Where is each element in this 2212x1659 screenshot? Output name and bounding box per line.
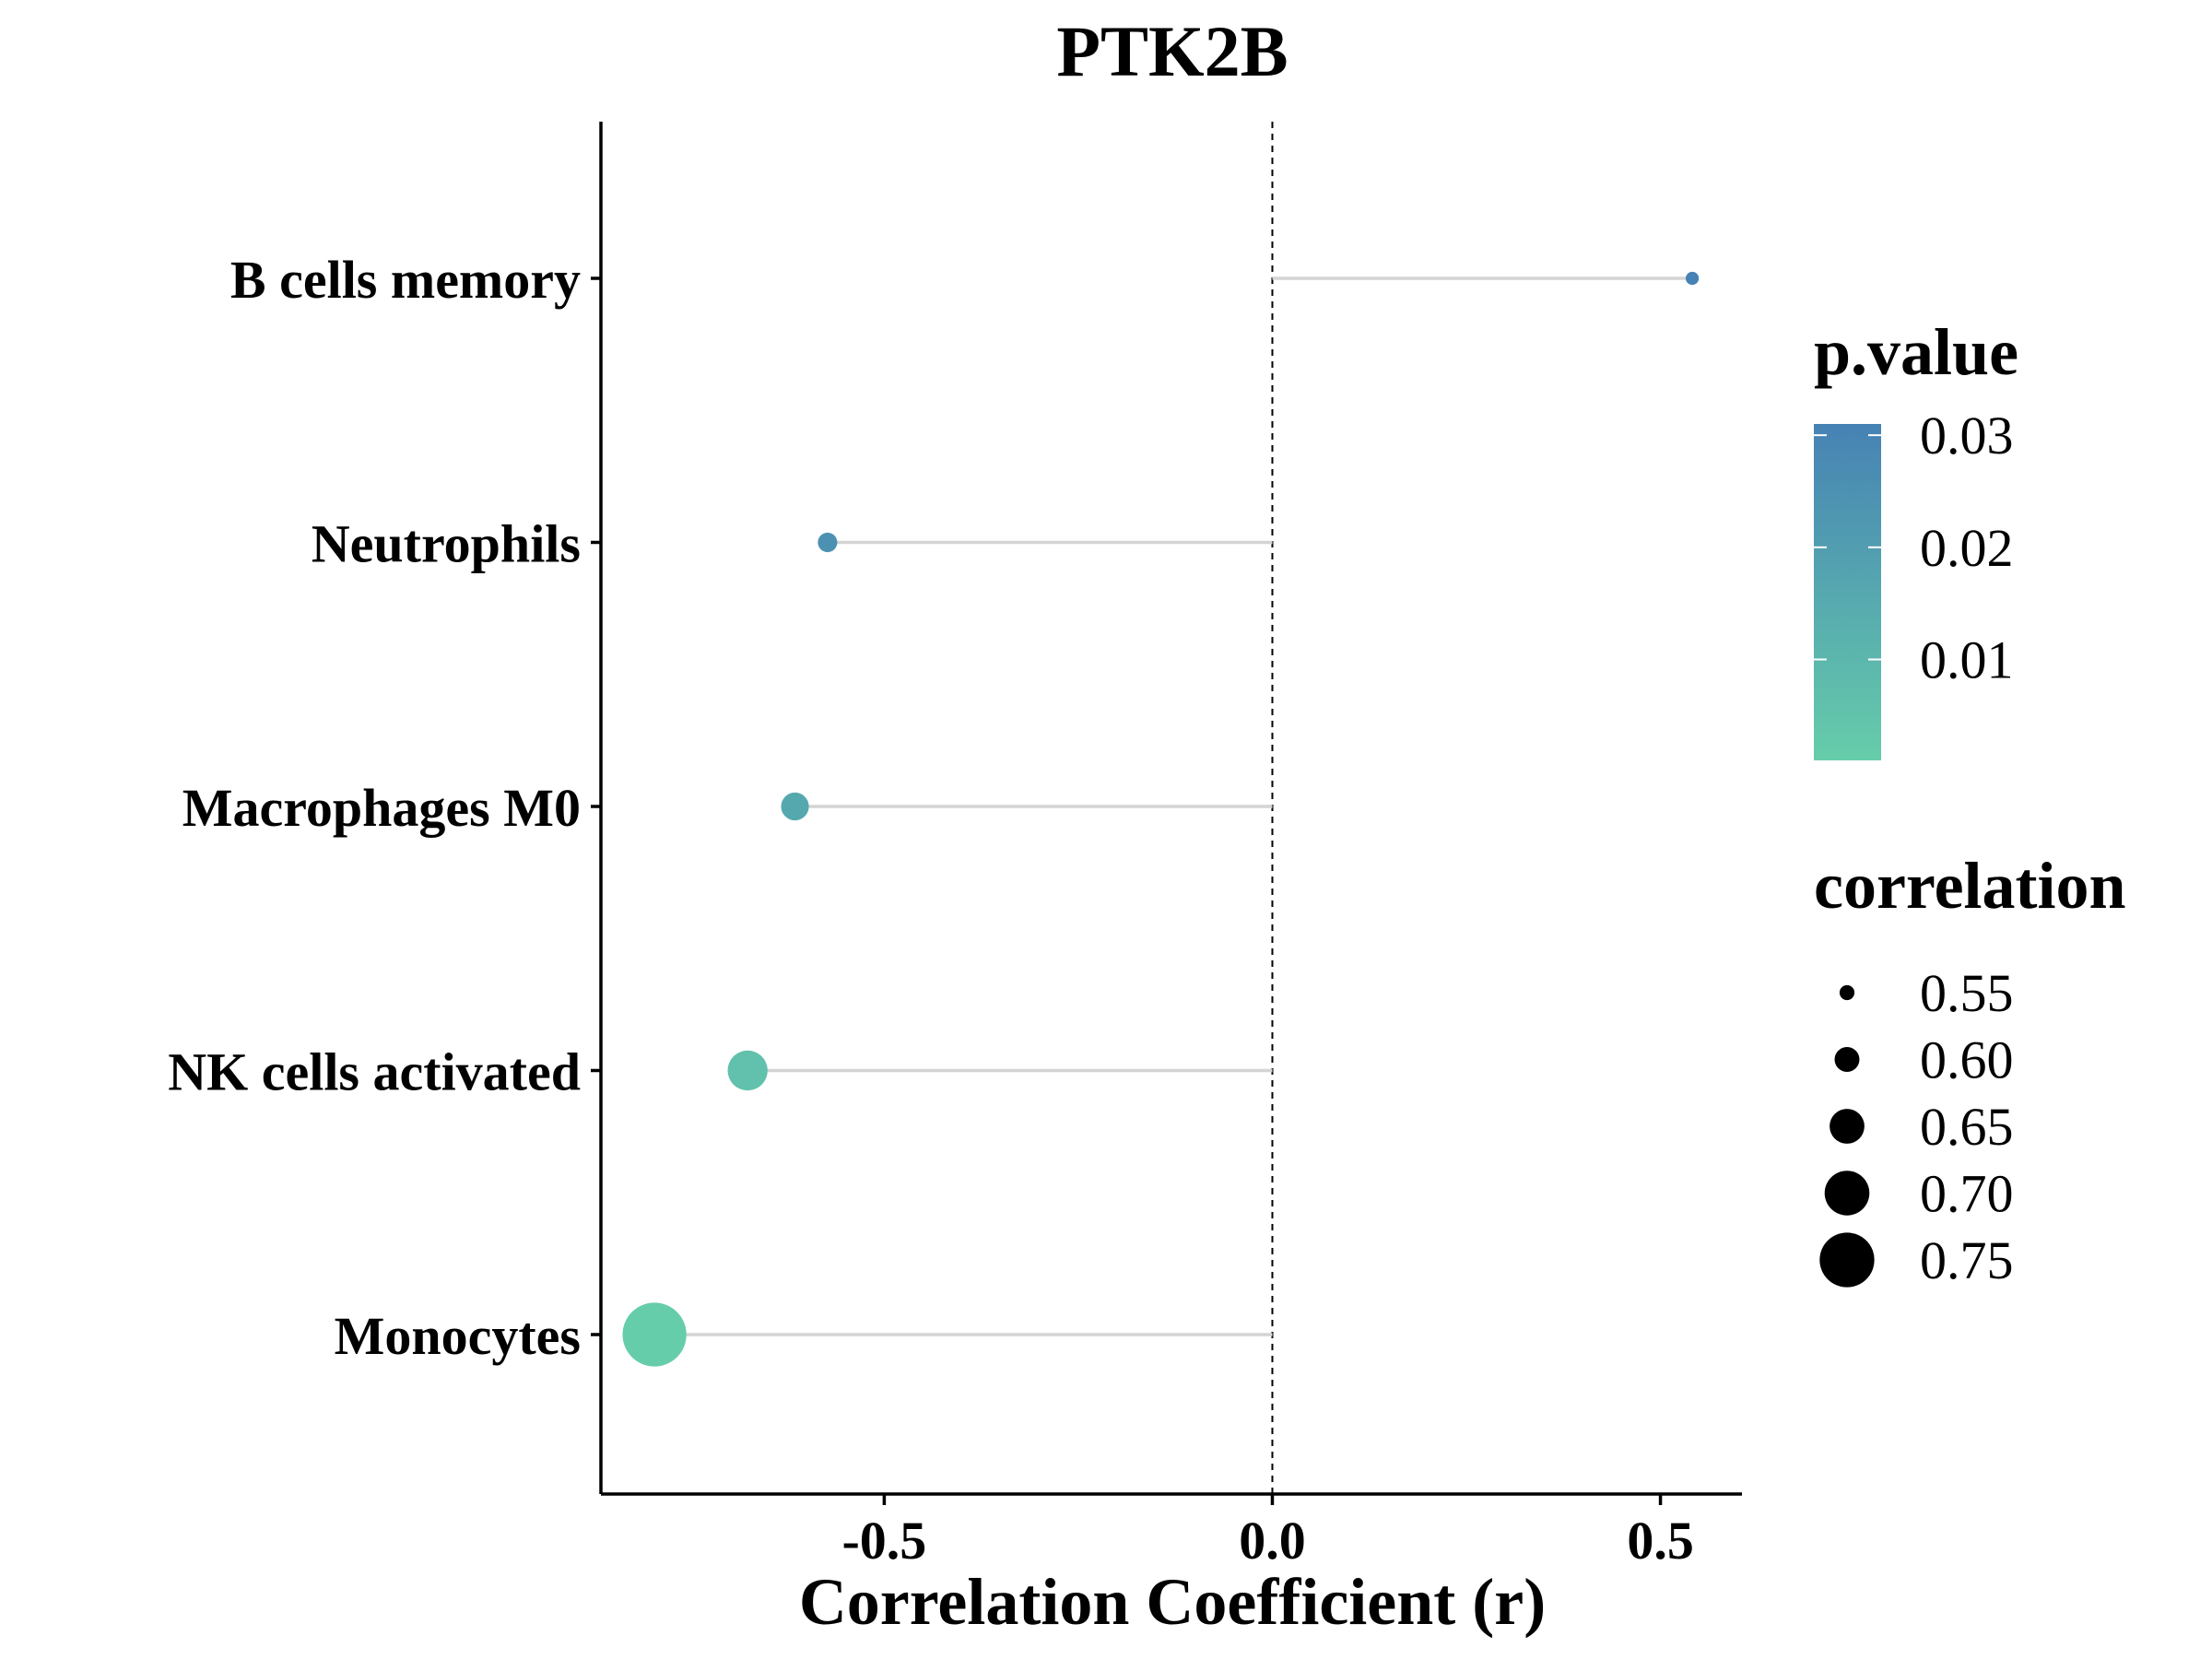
lollipop-point [781, 792, 809, 821]
size-legend-key [1819, 1232, 1875, 1288]
p-value-colorbar [1814, 424, 1881, 760]
p-value-legend-title: p.value [1814, 315, 2018, 389]
size-legend-label: 0.55 [1920, 963, 2014, 1023]
p-value-legend: p.value 0.03 0.02 0.01 [1814, 315, 2018, 760]
size-legend-key [1830, 1109, 1865, 1144]
lollipop-point [1685, 271, 1700, 286]
x-axis: -0.5 0.0 0.5 [841, 1494, 1694, 1571]
size-legend-key [1834, 1047, 1860, 1072]
size-legend-label: 0.60 [1920, 1030, 2014, 1090]
lollipop-point [727, 1050, 768, 1091]
correlation-legend: correlation 0.55 0.60 0.65 0.700.75 [1814, 849, 2126, 1290]
lollipop-point [818, 532, 838, 553]
x-tick-label: 0.5 [1627, 1511, 1694, 1571]
size-legend-label: 0.65 [1920, 1097, 2014, 1157]
x-tick-label: -0.5 [841, 1511, 926, 1571]
y-tick-label: NK cells activated [168, 1042, 581, 1102]
size-legend-key [1824, 1171, 1870, 1216]
colorbar-tick-label: 0.01 [1920, 630, 2014, 690]
size-legend-label: 0.75 [1920, 1230, 2014, 1290]
correlation-legend-title: correlation [1814, 849, 2126, 923]
y-tick-label: Macrophages M0 [182, 778, 581, 838]
x-tick-label: 0.0 [1239, 1511, 1306, 1571]
size-legend-label: 0.70 [1920, 1164, 2014, 1224]
colorbar-tick-label: 0.03 [1920, 406, 2014, 465]
x-axis-title: Correlation Coefficient (r) [799, 1565, 1546, 1639]
lollipop-point [622, 1302, 687, 1367]
y-axis: B cells memory Neutrophils Macrophages M0 N… [168, 250, 601, 1366]
y-tick-label: Neutrophils [312, 514, 581, 574]
chart-title: PTK2B [1056, 11, 1288, 91]
plot-area [622, 122, 1700, 1494]
colorbar-tick-label: 0.02 [1920, 518, 2014, 578]
y-tick-label: Monocytes [335, 1306, 581, 1366]
size-legend-key [1839, 984, 1855, 1001]
y-tick-label: B cells memory [230, 250, 581, 310]
